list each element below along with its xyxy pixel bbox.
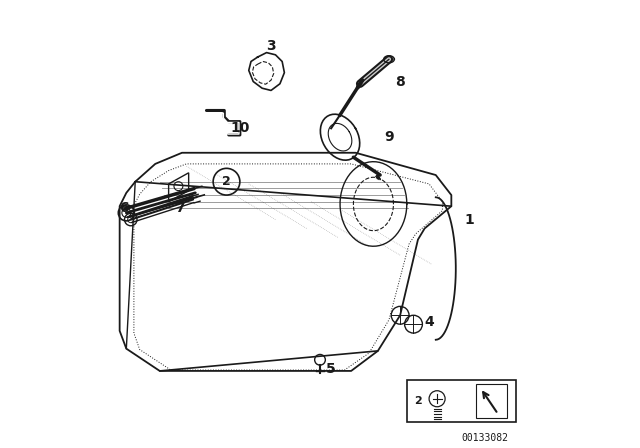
Text: 7: 7 [175,202,184,215]
Text: 10: 10 [230,121,250,135]
Text: 2: 2 [414,396,422,406]
Text: 6: 6 [119,202,129,215]
Text: 8: 8 [396,74,405,89]
Text: 3: 3 [266,39,276,53]
Text: 2: 2 [222,175,231,188]
Text: 1: 1 [464,212,474,227]
Text: 5: 5 [326,362,336,376]
Text: 4: 4 [424,315,434,329]
Text: 9: 9 [384,130,394,144]
Text: 00133082: 00133082 [461,433,508,443]
